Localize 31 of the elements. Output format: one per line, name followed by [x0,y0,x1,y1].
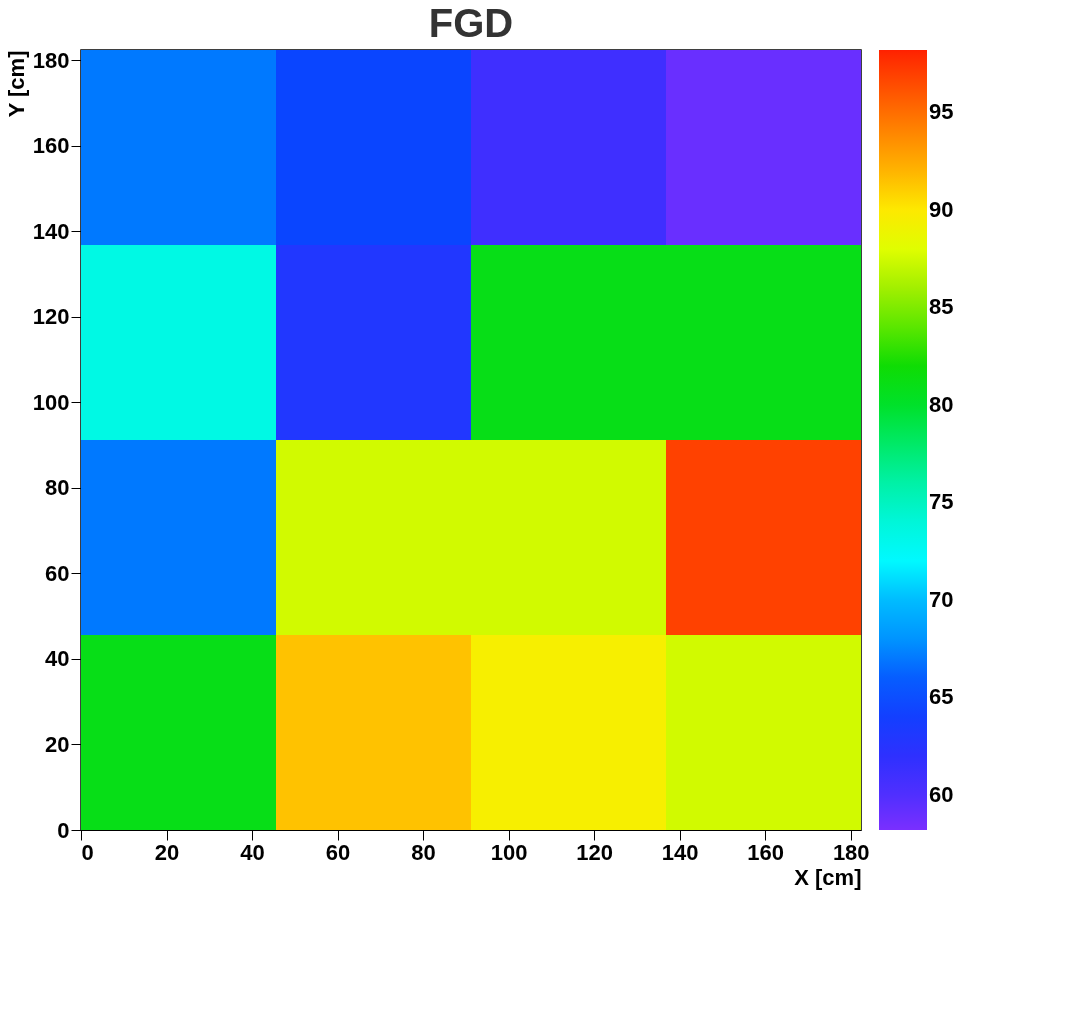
y-tick-label: 60 [45,560,70,586]
y-tick-label: 40 [45,646,70,672]
color-bar-label: 90 [929,196,954,222]
y-tick-label: 160 [32,133,70,159]
color-bar-label: 60 [929,781,954,807]
x-tick-label: 20 [154,839,180,865]
x-tick-label: 60 [325,839,351,865]
chart-title: FGD [428,1,514,46]
y-tick-label: 180 [32,47,70,73]
x-axis-title: X [cm] [794,864,862,890]
color-bar-label: 65 [929,684,954,710]
x-tick-label: 100 [490,839,528,865]
y-tick-label: 20 [45,731,70,757]
color-bar-label: 80 [929,391,954,417]
x-tick-label: 40 [240,839,265,865]
x-tick-label: 160 [747,839,785,865]
x-tick-label: 80 [411,839,436,865]
y-tick-label: 140 [32,218,70,244]
color-bar-label: 75 [929,489,954,515]
y-tick-label: 100 [32,389,70,415]
y-tick-label: 80 [45,475,70,501]
x-tick-label: 0 [81,839,94,865]
x-tick-label: 120 [576,839,614,865]
color-bar-label: 70 [929,586,954,612]
x-tick-label: 180 [832,839,870,865]
color-bar-label: 85 [929,294,954,320]
x-tick-label: 140 [661,839,699,865]
y-tick-label: 0 [57,817,70,843]
color-bar-label: 95 [929,99,954,125]
y-tick-label: 120 [32,304,70,330]
y-axis-title: Y [cm] [3,50,29,118]
